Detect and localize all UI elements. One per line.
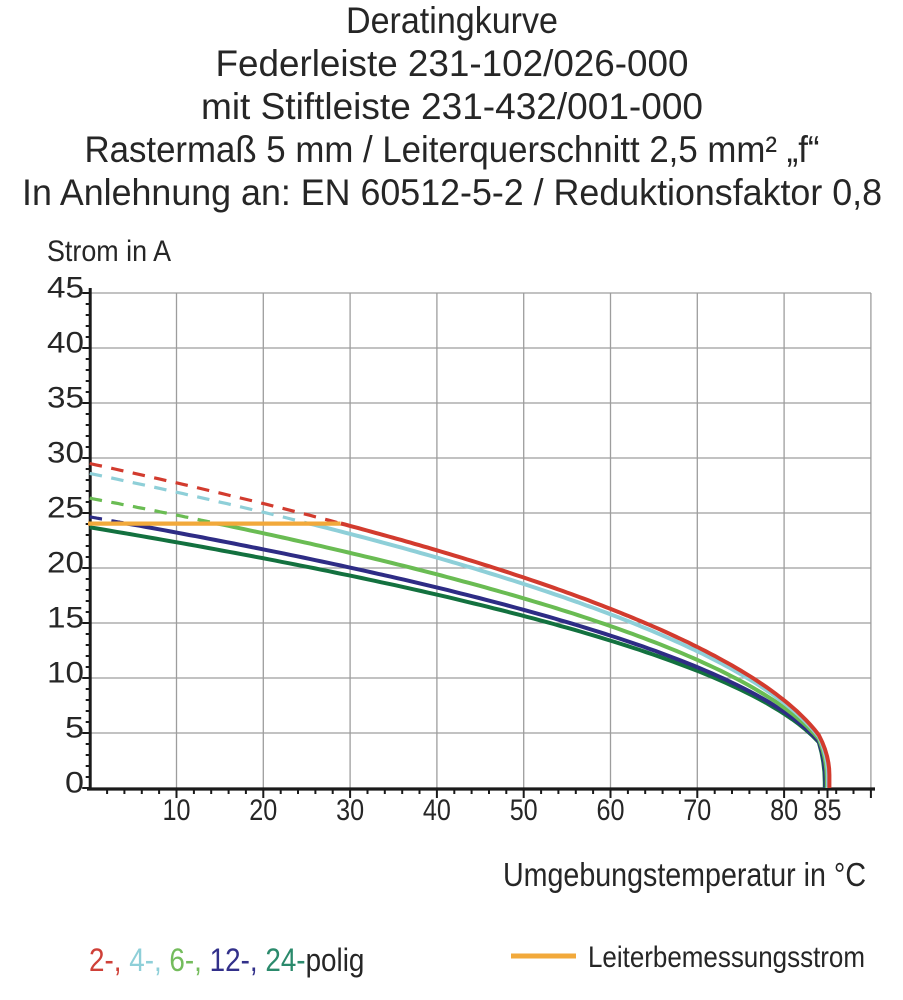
svg-text:80: 80 (770, 794, 798, 827)
svg-text:40: 40 (47, 327, 84, 360)
svg-text:2-, 4-, 6-, 12-, 24-polig: 2-, 4-, 6-, 12-, 24-polig (89, 943, 364, 978)
svg-text:45: 45 (47, 272, 84, 305)
svg-text:20: 20 (47, 547, 84, 580)
svg-text:60: 60 (597, 794, 625, 827)
svg-text:mit Stiftleiste 231-432/001-00: mit Stiftleiste 231-432/001-000 (201, 86, 703, 127)
svg-text:85: 85 (814, 794, 842, 827)
svg-text:50: 50 (510, 794, 538, 827)
svg-text:40: 40 (423, 794, 451, 827)
svg-text:Umgebungstemperatur in °C: Umgebungstemperatur in °C (503, 856, 866, 893)
svg-text:35: 35 (47, 382, 84, 415)
svg-text:20: 20 (249, 794, 277, 827)
svg-text:30: 30 (47, 437, 84, 470)
svg-text:10: 10 (163, 794, 191, 827)
svg-text:0: 0 (65, 767, 84, 800)
svg-text:70: 70 (683, 794, 711, 827)
svg-text:Federleiste 231-102/026-000: Federleiste 231-102/026-000 (216, 43, 689, 84)
svg-text:5: 5 (65, 712, 84, 745)
svg-text:25: 25 (47, 492, 84, 525)
svg-text:15: 15 (47, 602, 84, 635)
svg-text:Strom in A: Strom in A (47, 235, 171, 268)
svg-text:10: 10 (47, 657, 84, 690)
svg-text:30: 30 (336, 794, 364, 827)
svg-text:Deratingkurve: Deratingkurve (346, 0, 558, 41)
svg-text:In Anlehnung an: EN 60512-5-2: In Anlehnung an: EN 60512-5-2 / Reduktio… (22, 172, 882, 213)
svg-text:Rastermaß 5 mm / Leiterquersch: Rastermaß 5 mm / Leiterquerschnitt 2,5 m… (85, 129, 820, 170)
svg-text:Leiterbemessungsstrom: Leiterbemessungsstrom (588, 941, 865, 974)
